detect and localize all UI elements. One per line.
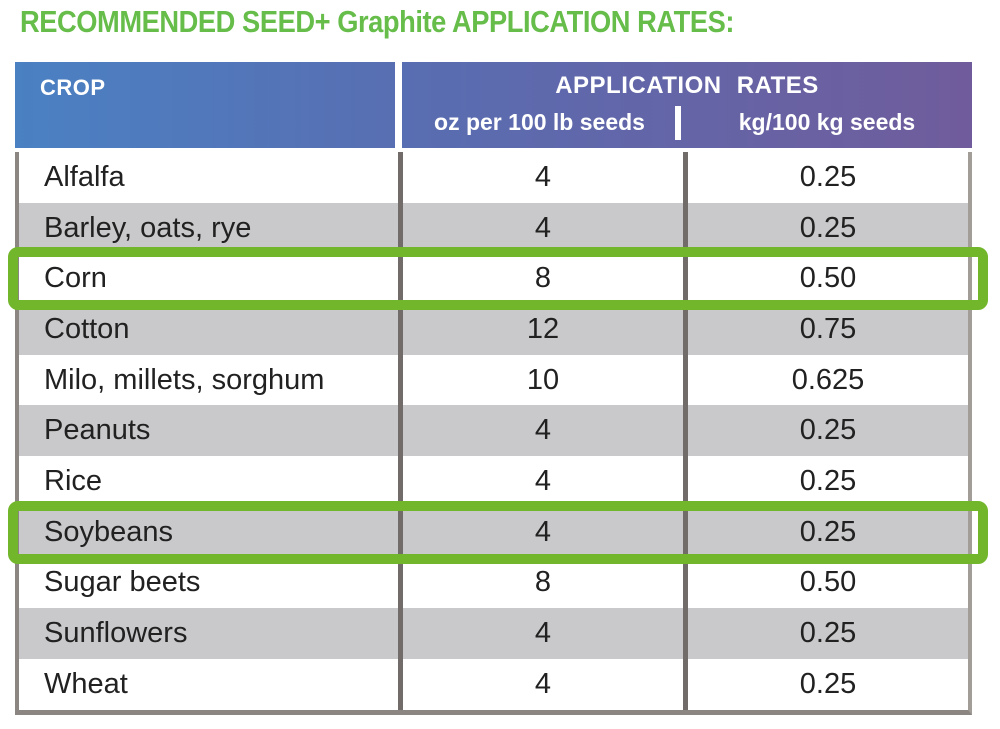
kg-cell: 0.25 — [799, 211, 857, 244]
column-divider — [683, 304, 688, 355]
kg-cell: 0.75 — [799, 312, 857, 345]
table-header: CROP APPLICATION RATES oz per 100 lb see… — [15, 62, 972, 148]
crop-cell: Sugar beets — [44, 566, 201, 599]
crop-cell: Peanuts — [44, 414, 151, 447]
oz-cell: 4 — [534, 667, 552, 700]
table-body: Alfalfa 4 0.25 Barley, oats, rye 4 0.25 … — [8, 152, 988, 715]
kg-cell: 0.25 — [799, 515, 857, 548]
kg-cell: 0.25 — [799, 464, 857, 497]
kg-cell: 0.25 — [799, 667, 857, 700]
column-divider — [683, 354, 688, 406]
column-divider — [398, 405, 403, 457]
crop-cell: Cotton — [44, 312, 130, 345]
kg-cell: 0.25 — [799, 414, 857, 447]
column-divider — [683, 202, 688, 254]
oz-cell: 4 — [534, 414, 552, 447]
oz-cell: 4 — [534, 464, 552, 497]
header-column-gap — [395, 62, 402, 148]
page-title: RECOMMENDED SEED+ Graphite APPLICATION R… — [20, 4, 735, 39]
column-divider — [683, 456, 688, 507]
column-divider — [398, 152, 403, 203]
table-row: Alfalfa 4 0.25 — [19, 152, 968, 203]
column-divider — [398, 506, 403, 558]
crop-cell: Rice — [44, 464, 103, 497]
column-divider — [683, 405, 688, 457]
kg-cell: 0.50 — [799, 262, 857, 295]
table-row: Corn 8 0.50 — [8, 247, 988, 311]
table-row: Sunflowers 4 0.25 — [19, 608, 968, 659]
column-divider — [398, 608, 403, 659]
kg-cell: 0.50 — [799, 566, 857, 599]
oz-cell: 12 — [526, 312, 560, 345]
oz-cell: 4 — [534, 515, 552, 548]
oz-cell: 8 — [534, 566, 552, 599]
table-row: Milo, millets, sorghum 10 0.625 — [19, 354, 968, 406]
column-divider — [398, 456, 403, 507]
table-row: Peanuts 4 0.25 — [19, 405, 968, 457]
column-divider — [398, 253, 403, 305]
application-rates-group-header: APPLICATION RATES — [555, 72, 819, 99]
crop-cell: Corn — [44, 262, 107, 295]
table-row: Cotton 12 0.75 — [19, 304, 968, 355]
oz-cell: 4 — [534, 617, 552, 650]
crop-cell: Milo, millets, sorghum — [44, 363, 325, 396]
table-row: Rice 4 0.25 — [19, 456, 968, 507]
table-row: Soybeans 4 0.25 — [8, 500, 988, 564]
oz-cell: 10 — [526, 363, 560, 396]
column-divider — [683, 253, 688, 305]
crop-cell: Sunflowers — [44, 617, 188, 650]
crop-column-header: CROP — [40, 75, 106, 100]
column-divider — [683, 152, 688, 203]
column-divider — [683, 608, 688, 659]
table-row: Sugar beets 8 0.50 — [19, 557, 968, 609]
column-divider — [398, 557, 403, 609]
kg-cell: 0.25 — [799, 617, 857, 650]
column-divider — [398, 658, 403, 710]
crop-cell: Soybeans — [44, 515, 173, 548]
application-rates-table: CROP APPLICATION RATES oz per 100 lb see… — [8, 62, 988, 715]
column-divider — [683, 658, 688, 710]
column-divider — [398, 354, 403, 406]
column-divider — [398, 202, 403, 254]
crop-cell: Wheat — [44, 667, 128, 700]
oz-cell: 8 — [534, 262, 552, 295]
subheader-divider — [675, 106, 681, 140]
kg-column-subheader: kg/100 kg seeds — [738, 109, 916, 135]
oz-column-subheader: oz per 100 lb seeds — [434, 109, 645, 135]
column-divider — [683, 557, 688, 609]
oz-cell: 4 — [534, 160, 552, 193]
kg-cell: 0.25 — [799, 160, 857, 193]
column-divider — [398, 304, 403, 355]
kg-cell: 0.625 — [791, 363, 865, 396]
crop-cell: Barley, oats, rye — [44, 211, 252, 244]
oz-cell: 4 — [534, 211, 552, 244]
column-divider — [683, 506, 688, 558]
table-row: Wheat 4 0.25 — [19, 658, 968, 710]
table-row: Barley, oats, rye 4 0.25 — [19, 202, 968, 254]
crop-cell: Alfalfa — [44, 160, 125, 193]
